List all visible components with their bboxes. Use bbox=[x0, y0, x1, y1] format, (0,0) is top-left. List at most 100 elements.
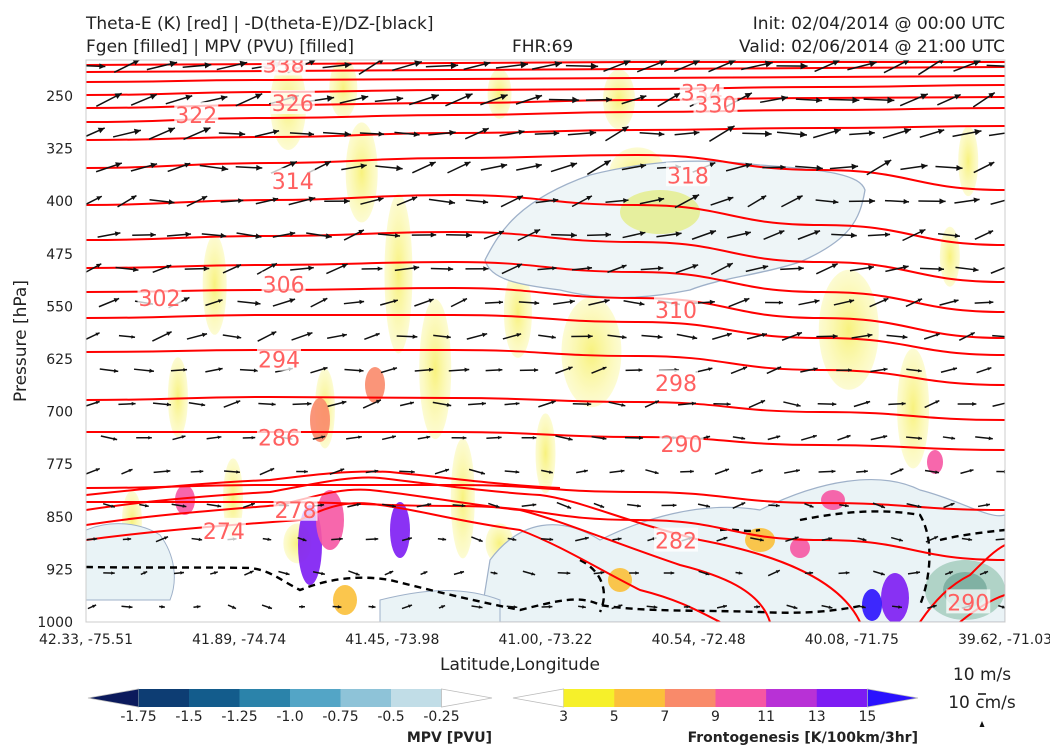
wind-vector-head bbox=[392, 367, 397, 371]
theta-e-label: 326 bbox=[272, 92, 314, 117]
wind-vector-head bbox=[166, 264, 172, 269]
wind-vector-head bbox=[548, 470, 553, 474]
wind-vector-head bbox=[726, 263, 733, 269]
wind-vector bbox=[992, 334, 1005, 338]
wind-vector-head bbox=[865, 400, 871, 405]
static-stability-contour bbox=[86, 565, 861, 614]
wind-vector-head bbox=[428, 298, 434, 303]
wind-vector bbox=[506, 605, 518, 609]
wind-vector bbox=[359, 131, 385, 137]
wind-vector-head bbox=[221, 165, 229, 172]
wind-vector-head bbox=[166, 402, 171, 407]
wind-vector bbox=[750, 537, 764, 542]
wind-vector-head bbox=[831, 263, 838, 269]
wind-vector bbox=[944, 570, 954, 576]
wind-vector bbox=[838, 571, 850, 575]
wind-vector-head bbox=[183, 297, 190, 303]
wind-vector bbox=[591, 366, 607, 374]
wind-vector bbox=[816, 333, 838, 339]
wind-vector-head bbox=[639, 231, 646, 237]
x-tick-label: 41.89, -74.74 bbox=[192, 632, 286, 648]
wind-vector bbox=[884, 198, 910, 205]
wind-vector-head bbox=[213, 571, 218, 575]
mpv-negative-region bbox=[379, 590, 501, 622]
wind-vector bbox=[848, 198, 876, 204]
fgen-core bbox=[365, 367, 385, 403]
wind-vector bbox=[193, 605, 201, 609]
wind-vector-head bbox=[95, 400, 100, 405]
wind-vector-head bbox=[706, 435, 711, 439]
wind-vector-head bbox=[568, 366, 573, 371]
wind-vector bbox=[713, 402, 731, 407]
wind-vector bbox=[883, 60, 911, 74]
wind-vector bbox=[254, 129, 280, 138]
wind-vector-head bbox=[359, 299, 365, 305]
wind-vector-head bbox=[235, 400, 241, 405]
wind-vector-head bbox=[131, 401, 136, 406]
wind-vector-head bbox=[988, 230, 994, 235]
wind-vector bbox=[324, 198, 350, 204]
wind-vector bbox=[683, 605, 691, 609]
wind-vector-head bbox=[533, 368, 539, 373]
wind-vector bbox=[132, 232, 156, 238]
wind-vector bbox=[849, 130, 875, 136]
wind-vector bbox=[329, 468, 345, 475]
theta-e-label: 282 bbox=[655, 530, 697, 555]
wind-vector-head bbox=[883, 367, 888, 372]
wind-vector-head bbox=[181, 435, 186, 439]
wind-vector bbox=[401, 537, 413, 542]
wind-vector-head bbox=[639, 94, 647, 101]
wind-vector-head bbox=[881, 504, 886, 509]
colorbar-swatch bbox=[340, 689, 392, 707]
wind-vector bbox=[858, 605, 866, 609]
wind-vector bbox=[292, 401, 312, 406]
wind-vector-head bbox=[289, 231, 296, 237]
wind-vector-head bbox=[637, 504, 641, 508]
wind-vector-head bbox=[217, 504, 222, 508]
wind-vector-head bbox=[1008, 197, 1014, 202]
wind-vector-head bbox=[727, 125, 735, 133]
wind-vector bbox=[368, 605, 376, 609]
wind-vector bbox=[399, 401, 415, 407]
wind-vector bbox=[680, 469, 694, 474]
wind-vector bbox=[130, 93, 158, 106]
colorbar-tick: 9 bbox=[711, 709, 720, 725]
wind-vector-head bbox=[344, 131, 351, 138]
wind-vector bbox=[182, 62, 212, 69]
wind-vector bbox=[327, 400, 347, 408]
wind-vector bbox=[831, 232, 857, 239]
wind-vector bbox=[102, 502, 116, 508]
wind-vector-head bbox=[270, 468, 275, 472]
wind-vector bbox=[365, 537, 379, 541]
wind-vector bbox=[259, 467, 275, 476]
wind-vector-head bbox=[267, 537, 272, 542]
wind-vector bbox=[95, 162, 123, 173]
wind-vector bbox=[341, 163, 367, 171]
wind-vector-head bbox=[692, 60, 700, 66]
wind-vector-head bbox=[478, 538, 483, 542]
wind-vector-head bbox=[621, 403, 626, 407]
wind-vector bbox=[767, 435, 781, 441]
plot-frame bbox=[85, 59, 1006, 623]
wind-vector-head bbox=[653, 605, 658, 609]
mpv-negative-region bbox=[86, 523, 175, 601]
colorbar-tick: 11 bbox=[757, 709, 775, 725]
wind-vector-head bbox=[600, 571, 605, 575]
wind-vector bbox=[465, 199, 489, 205]
wind-vector-head bbox=[932, 604, 937, 609]
wind-vector bbox=[730, 366, 748, 375]
wind-vector-head bbox=[516, 195, 523, 201]
wind-vector-head bbox=[828, 605, 833, 609]
wind-vector-head bbox=[377, 197, 384, 203]
wind-vector bbox=[365, 469, 379, 474]
wind-vector bbox=[986, 64, 1005, 67]
wind-vector-head bbox=[446, 402, 452, 407]
theta-e-contour bbox=[86, 430, 1005, 451]
wind-vector-head bbox=[938, 60, 944, 65]
wind-vector bbox=[166, 231, 192, 238]
wind-vector-head bbox=[114, 93, 122, 99]
wind-vector-head bbox=[918, 436, 922, 440]
wind-vector-head bbox=[355, 572, 360, 576]
wind-vector bbox=[905, 436, 923, 440]
theta-e-contour bbox=[86, 488, 771, 622]
